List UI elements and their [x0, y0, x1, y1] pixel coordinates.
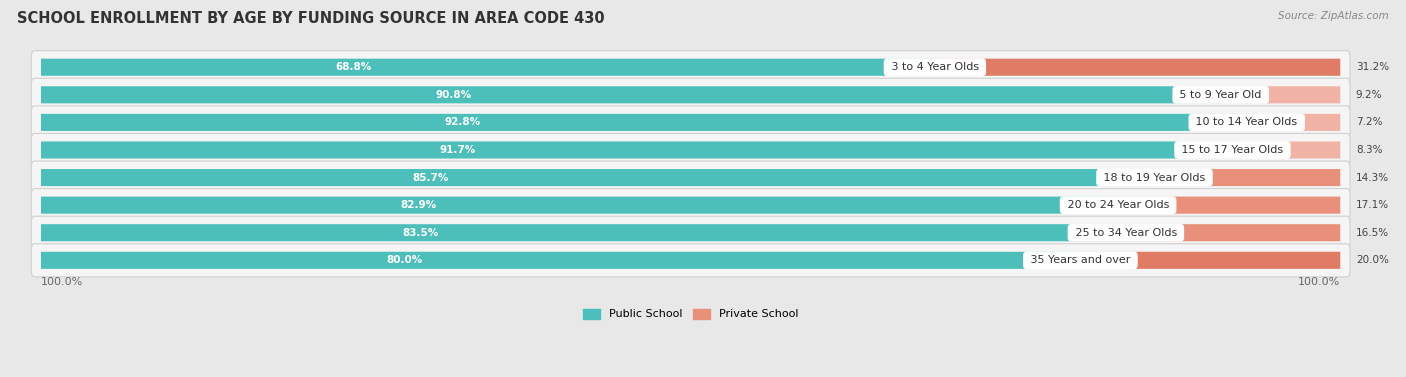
FancyBboxPatch shape [1220, 86, 1340, 103]
FancyBboxPatch shape [41, 252, 1080, 269]
FancyBboxPatch shape [1126, 224, 1340, 241]
FancyBboxPatch shape [31, 78, 1350, 111]
Text: 17.1%: 17.1% [1355, 200, 1389, 210]
FancyBboxPatch shape [41, 169, 1154, 186]
Text: 15 to 17 Year Olds: 15 to 17 Year Olds [1178, 145, 1286, 155]
FancyBboxPatch shape [31, 106, 1350, 139]
Text: 100.0%: 100.0% [1298, 277, 1340, 287]
Text: 7.2%: 7.2% [1355, 117, 1382, 127]
FancyBboxPatch shape [1154, 169, 1340, 186]
Text: Source: ZipAtlas.com: Source: ZipAtlas.com [1278, 11, 1389, 21]
FancyBboxPatch shape [41, 196, 1118, 214]
FancyBboxPatch shape [31, 244, 1350, 277]
FancyBboxPatch shape [935, 59, 1340, 76]
FancyBboxPatch shape [1233, 141, 1340, 159]
FancyBboxPatch shape [1118, 196, 1340, 214]
Text: 20 to 24 Year Olds: 20 to 24 Year Olds [1064, 200, 1173, 210]
Text: 83.5%: 83.5% [402, 228, 439, 238]
Text: 10 to 14 Year Olds: 10 to 14 Year Olds [1192, 117, 1301, 127]
Text: 85.7%: 85.7% [412, 173, 449, 182]
Text: 91.7%: 91.7% [440, 145, 477, 155]
FancyBboxPatch shape [1247, 114, 1340, 131]
Text: 5 to 9 Year Old: 5 to 9 Year Old [1177, 90, 1265, 100]
Legend: Public School, Private School: Public School, Private School [579, 305, 801, 323]
FancyBboxPatch shape [31, 161, 1350, 194]
Text: 90.8%: 90.8% [436, 90, 472, 100]
Text: 16.5%: 16.5% [1355, 228, 1389, 238]
Text: 3 to 4 Year Olds: 3 to 4 Year Olds [887, 62, 983, 72]
FancyBboxPatch shape [31, 216, 1350, 249]
FancyBboxPatch shape [31, 51, 1350, 84]
Text: 68.8%: 68.8% [336, 62, 373, 72]
FancyBboxPatch shape [31, 188, 1350, 222]
Text: 82.9%: 82.9% [399, 200, 436, 210]
FancyBboxPatch shape [41, 141, 1233, 159]
FancyBboxPatch shape [31, 133, 1350, 167]
Text: 9.2%: 9.2% [1355, 90, 1382, 100]
FancyBboxPatch shape [1080, 252, 1340, 269]
FancyBboxPatch shape [41, 224, 1126, 241]
FancyBboxPatch shape [41, 59, 935, 76]
Text: 20.0%: 20.0% [1355, 255, 1389, 265]
Text: 100.0%: 100.0% [41, 277, 83, 287]
FancyBboxPatch shape [41, 114, 1247, 131]
Text: 18 to 19 Year Olds: 18 to 19 Year Olds [1099, 173, 1209, 182]
Text: SCHOOL ENROLLMENT BY AGE BY FUNDING SOURCE IN AREA CODE 430: SCHOOL ENROLLMENT BY AGE BY FUNDING SOUR… [17, 11, 605, 26]
Text: 35 Years and over: 35 Years and over [1026, 255, 1133, 265]
Text: 31.2%: 31.2% [1355, 62, 1389, 72]
Text: 92.8%: 92.8% [444, 117, 481, 127]
Text: 14.3%: 14.3% [1355, 173, 1389, 182]
Text: 8.3%: 8.3% [1355, 145, 1382, 155]
Text: 80.0%: 80.0% [387, 255, 423, 265]
Text: 25 to 34 Year Olds: 25 to 34 Year Olds [1071, 228, 1180, 238]
FancyBboxPatch shape [41, 86, 1220, 103]
